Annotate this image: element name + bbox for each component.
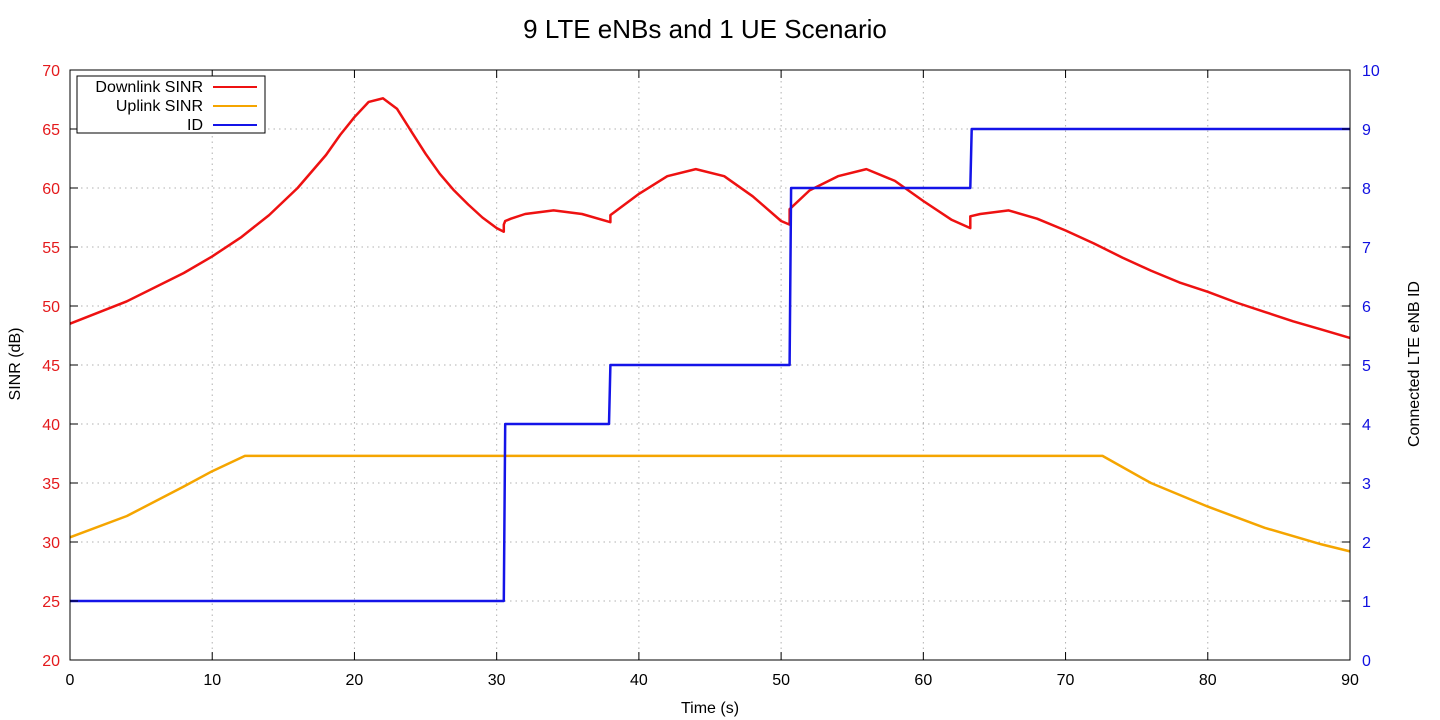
- y2-tick-label: 4: [1362, 417, 1371, 434]
- y2-tick-label: 1: [1362, 594, 1371, 611]
- x-tick-label: 80: [1199, 672, 1217, 689]
- series-line: [70, 127, 1350, 603]
- legend-label: ID: [187, 117, 203, 134]
- x-tick-label: 40: [630, 672, 648, 689]
- y-tick-label: 45: [42, 358, 60, 375]
- legend-label: Uplink SINR: [116, 98, 203, 115]
- y2-tick-label: 10: [1362, 63, 1380, 80]
- y-tick-label: 65: [42, 122, 60, 139]
- y-tick-label: 30: [42, 535, 60, 552]
- chart-title: 9 LTE eNBs and 1 UE Scenario: [523, 14, 887, 44]
- x-tick-label: 20: [346, 672, 364, 689]
- series-line: [69, 97, 1351, 340]
- y2-tick-label: 8: [1362, 181, 1371, 198]
- x-tick-label: 30: [488, 672, 506, 689]
- y2-tick-label: 2: [1362, 535, 1371, 552]
- y2-axis-label: Connected LTE eNB ID: [1406, 281, 1423, 447]
- y-axis-label: SINR (dB): [7, 328, 24, 401]
- x-axis-label: Time (s): [681, 700, 739, 717]
- y-tick-label: 40: [42, 417, 60, 434]
- legend: Downlink SINR Uplink SINR ID: [76, 75, 266, 134]
- y-tick-label: 70: [42, 63, 60, 80]
- legend-label: Downlink SINR: [95, 79, 203, 96]
- y-tick-label: 35: [42, 476, 60, 493]
- y2-tick-label: 5: [1362, 358, 1371, 375]
- y-tick-label: 60: [42, 181, 60, 198]
- y2-tick-label: 9: [1362, 122, 1371, 139]
- y-tick-label: 55: [42, 240, 60, 257]
- x-tick-label: 70: [1057, 672, 1075, 689]
- legend-box: [76, 75, 266, 134]
- x-tick-label: 0: [66, 672, 75, 689]
- y2-tick-label: 6: [1362, 299, 1371, 316]
- x-tick-label: 50: [772, 672, 790, 689]
- series-lines: [69, 97, 1351, 603]
- y2-tick-label: 3: [1362, 476, 1371, 493]
- y-tick-label: 50: [42, 299, 60, 316]
- x-tick-label: 90: [1341, 672, 1359, 689]
- x-tick-label: 10: [203, 672, 221, 689]
- series-line: [69, 454, 1351, 553]
- y2-tick-label: 0: [1362, 653, 1371, 670]
- axes: 0 10 20 30 40 50 60 70 80 90202530354045505560657…: [42, 63, 1380, 689]
- x-tick-label: 60: [914, 672, 932, 689]
- y2-tick-label: 7: [1362, 240, 1371, 257]
- y-tick-label: 25: [42, 594, 60, 611]
- y-tick-label: 20: [42, 653, 60, 670]
